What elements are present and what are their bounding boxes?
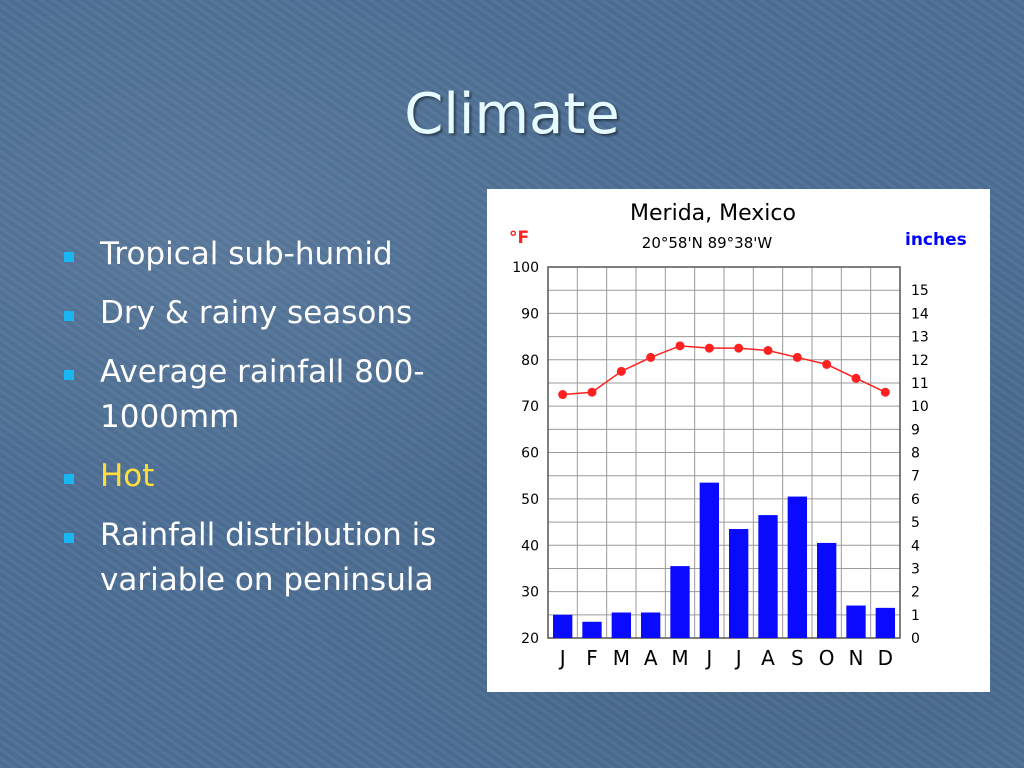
rainfall-bar — [641, 612, 661, 638]
bullet-text: Rainfall distribution is variable on pen… — [100, 517, 437, 598]
month-tick-label: A — [644, 646, 658, 670]
chart-grid — [547, 266, 901, 639]
left-axis-tick-label: 30 — [521, 585, 539, 601]
bullet-text: Tropical sub-humid — [100, 236, 393, 272]
bullet-text: Average rainfall 800-1000mm — [100, 354, 425, 435]
bullet-item: Tropical sub-humid — [62, 232, 482, 277]
month-tick-label: J — [734, 646, 742, 670]
right-unit-label: inches — [905, 230, 967, 250]
temperature-point — [763, 345, 773, 355]
temperature-point — [792, 352, 802, 362]
left-axis-tick-label: 20 — [521, 631, 539, 647]
square-bullet-icon — [64, 370, 74, 380]
right-axis-tick-label: 6 — [911, 492, 920, 508]
right-axis-tick-label: 13 — [911, 330, 929, 346]
left-axis-tick-label: 100 — [512, 260, 539, 276]
temperature-line — [558, 341, 890, 400]
temperature-point — [675, 341, 685, 351]
rainfall-bar — [875, 607, 895, 638]
month-tick-label: M — [613, 646, 630, 670]
right-axis-tick-label: 0 — [911, 631, 920, 647]
right-axis-tick-label: 11 — [911, 376, 929, 392]
rainfall-bars — [553, 482, 895, 638]
slide-title: Climate — [404, 82, 620, 147]
month-tick-label: J — [704, 646, 712, 670]
rainfall-bar — [817, 542, 837, 638]
chart-subtitle: 20°58'N 89°38'W — [642, 234, 773, 252]
rainfall-bar — [846, 605, 866, 638]
chart-axes: 2030405060708090100012345678910111213141… — [512, 260, 929, 670]
right-axis-tick-label: 5 — [911, 515, 920, 531]
right-axis-tick-label: 8 — [911, 446, 920, 462]
month-tick-label: J — [558, 646, 566, 670]
right-axis-tick-label: 3 — [911, 561, 920, 577]
month-tick-label: F — [586, 646, 598, 670]
bullet-item: Rainfall distribution is variable on pen… — [62, 513, 482, 603]
temperature-point — [880, 387, 890, 397]
bullet-item: Dry & rainy seasons — [62, 291, 482, 336]
right-axis-tick-label: 4 — [911, 538, 920, 554]
right-axis-tick-label: 12 — [911, 353, 929, 369]
square-bullet-icon — [64, 533, 74, 543]
bullet-item: Average rainfall 800-1000mm — [62, 350, 482, 440]
temperature-point — [822, 359, 832, 369]
left-axis-tick-label: 80 — [521, 353, 539, 369]
climate-chart: Merida, Mexico 20°58'N 89°38'W °F inches… — [487, 189, 990, 692]
left-axis-tick-label: 50 — [521, 492, 539, 508]
right-axis-tick-label: 10 — [911, 399, 929, 415]
bullet-item: Hot — [62, 454, 482, 499]
left-axis-tick-label: 70 — [521, 399, 539, 415]
left-axis-tick-label: 60 — [521, 446, 539, 462]
temperature-point — [616, 366, 626, 376]
right-axis-tick-label: 14 — [911, 306, 929, 322]
month-tick-label: A — [761, 646, 775, 670]
square-bullet-icon — [64, 252, 74, 262]
left-axis-tick-label: 90 — [521, 306, 539, 322]
rainfall-bar — [729, 529, 749, 638]
bullet-text: Dry & rainy seasons — [100, 295, 413, 331]
rainfall-bar — [787, 496, 807, 638]
left-unit-label: °F — [509, 228, 529, 248]
rainfall-bar — [582, 621, 602, 638]
right-axis-tick-label: 1 — [911, 608, 920, 624]
rainfall-bar — [670, 566, 690, 638]
square-bullet-icon — [64, 474, 74, 484]
month-tick-label: O — [819, 646, 835, 670]
temperature-point — [646, 352, 656, 362]
rainfall-bar — [758, 515, 778, 638]
temperature-point — [558, 390, 568, 400]
temperature-point — [851, 373, 861, 383]
temperature-point — [734, 343, 744, 353]
month-tick-label: M — [671, 646, 688, 670]
temperature-line-path — [562, 345, 886, 396]
bullet-text: Hot — [100, 458, 155, 494]
square-bullet-icon — [64, 311, 74, 321]
left-axis-tick-label: 40 — [521, 538, 539, 554]
rainfall-bar — [553, 614, 573, 638]
chart-title: Merida, Mexico — [630, 201, 796, 226]
right-axis-tick-label: 2 — [911, 585, 920, 601]
bullet-list: Tropical sub-humid Dry & rainy seasons A… — [62, 232, 482, 617]
right-axis-tick-label: 9 — [911, 422, 920, 438]
temperature-point — [704, 343, 714, 353]
right-axis-tick-label: 15 — [911, 283, 929, 299]
temperature-point — [587, 387, 597, 397]
rainfall-bar — [611, 612, 631, 638]
right-axis-tick-label: 7 — [911, 469, 920, 485]
month-tick-label: N — [849, 646, 864, 670]
month-tick-label: D — [878, 646, 893, 670]
climograph-svg: Merida, Mexico 20°58'N 89°38'W °F inches… — [509, 201, 967, 670]
month-tick-label: S — [791, 646, 804, 670]
rainfall-bar — [699, 482, 719, 638]
plot-frame — [547, 266, 901, 639]
